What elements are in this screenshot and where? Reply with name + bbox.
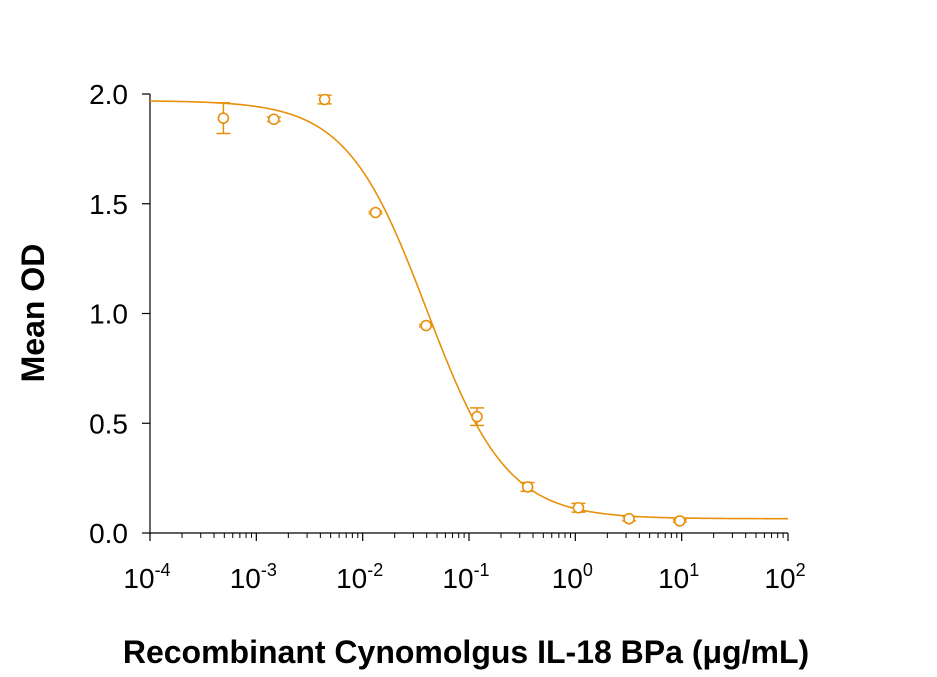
fit-curve-group: [149, 100, 788, 520]
point-marker: [673, 515, 686, 527]
y-tick-label: 2.0: [89, 79, 128, 110]
x-tick-label: 10-4: [123, 560, 170, 594]
point-marker: [369, 206, 382, 219]
data-point: [266, 113, 281, 126]
x-tick-label: 10-3: [230, 560, 277, 594]
x-tick-label: 10-2: [336, 560, 383, 594]
x-axis-title: Recombinant Cynomolgus IL-18 BPa (μg/mL): [123, 634, 809, 670]
y-tick-label: 1.5: [89, 189, 128, 220]
data-points: [216, 93, 687, 527]
point-marker: [471, 410, 483, 423]
fit-curve: [149, 100, 788, 520]
data-point: [520, 481, 535, 493]
tick-labels: 0.0 0.5 1.0 1.5 2.0 10-4 10-3 10-2 10-1 100 101 102: [89, 79, 806, 594]
point-marker: [420, 319, 432, 332]
point-marker: [623, 512, 635, 525]
axes: [142, 93, 789, 541]
data-point: [317, 93, 332, 106]
point-marker: [572, 501, 585, 514]
y-axis-title: Mean OD: [15, 244, 51, 383]
data-point: [216, 102, 231, 135]
data-point: [571, 501, 586, 514]
point-marker: [217, 112, 230, 124]
data-point: [419, 319, 434, 332]
x-tick-label: 10-1: [442, 560, 489, 594]
x-tick-label: 100: [552, 560, 593, 594]
point-marker: [318, 93, 331, 106]
data-point: [470, 407, 485, 427]
data-point: [622, 512, 637, 525]
point-marker: [521, 481, 534, 493]
y-tick-label: 0.5: [89, 408, 128, 439]
data-point: [672, 515, 687, 527]
data-point: [368, 206, 383, 219]
y-tick-label: 0.0: [89, 518, 128, 549]
x-tick-label: 101: [658, 560, 699, 594]
point-marker: [268, 113, 280, 126]
x-tick-label: 102: [764, 560, 805, 594]
y-tick-label: 1.0: [89, 299, 128, 330]
